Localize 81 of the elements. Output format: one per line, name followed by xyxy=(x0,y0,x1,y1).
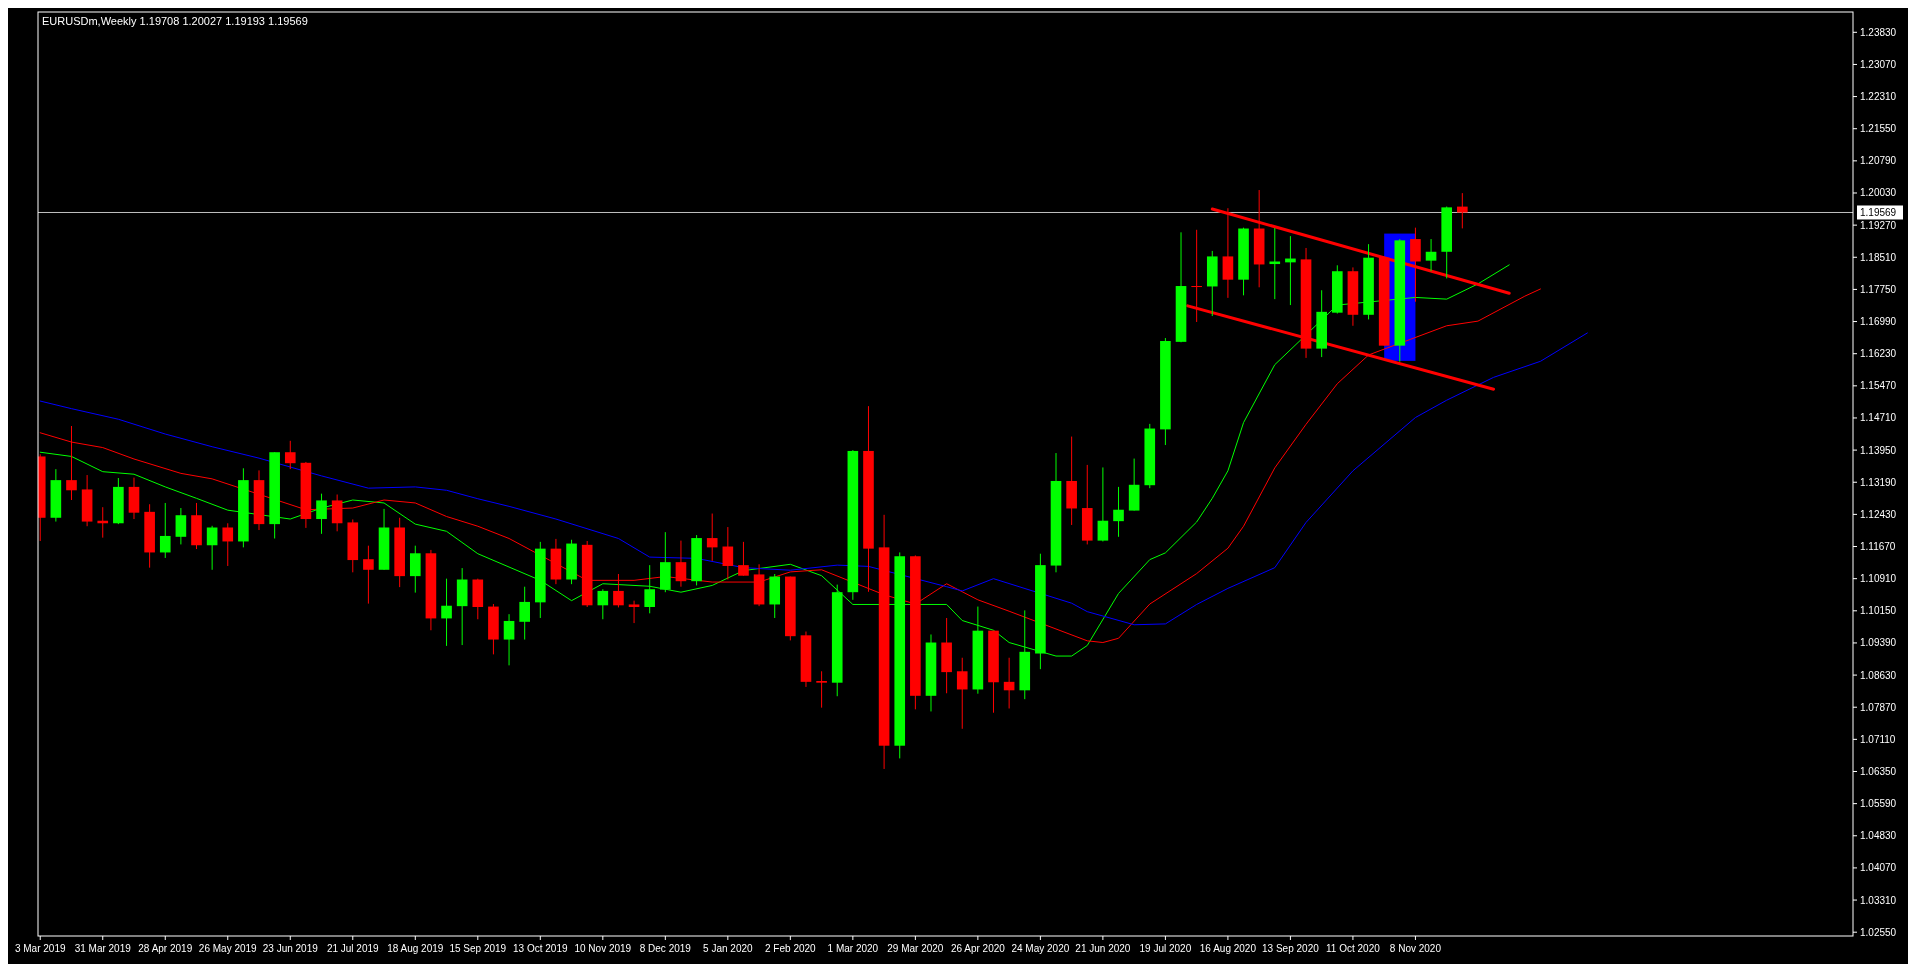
candlestick xyxy=(441,578,452,647)
y-tick-label: 1.07110 xyxy=(1860,733,1896,745)
y-tick-label: 1.10150 xyxy=(1860,605,1897,617)
x-tick-label: 13 Sep 2020 xyxy=(1262,943,1320,954)
x-tick-label: 24 May 2020 xyxy=(1011,943,1070,954)
x-tick-label: 19 Jul 2020 xyxy=(1139,943,1192,954)
candlestick xyxy=(597,588,609,620)
x-tick-label: 31 Mar 2019 xyxy=(74,943,132,954)
candlestick xyxy=(956,657,968,730)
candlestick xyxy=(331,494,343,532)
y-tick-label: 1.10910 xyxy=(1860,573,1897,585)
ref-line-label: 1.19569 xyxy=(1860,206,1897,218)
x-tick-label: 21 Jun 2020 xyxy=(1075,943,1131,954)
x-tick-label: 10 Nov 2019 xyxy=(574,943,632,954)
candlestick xyxy=(613,573,624,608)
y-tick-label: 1.04830 xyxy=(1860,830,1897,842)
x-tick-label: 13 Oct 2019 xyxy=(513,943,568,954)
candlestick xyxy=(363,545,374,605)
x-tick-label: 29 Mar 2020 xyxy=(887,943,944,954)
candlestick xyxy=(675,540,687,588)
y-tick-label: 1.09390 xyxy=(1860,637,1897,649)
y-tick-label: 1.13190 xyxy=(1860,476,1897,488)
candlestick xyxy=(409,545,421,594)
y-tick-label: 1.17750 xyxy=(1860,283,1897,295)
y-tick-label: 1.20030 xyxy=(1860,187,1897,199)
x-tick-label: 1 Mar 2020 xyxy=(827,943,879,954)
line-series xyxy=(39,332,1588,626)
y-tick-label: 1.11670 xyxy=(1860,541,1896,553)
y-tick-label: 1.06350 xyxy=(1860,766,1897,777)
y-tick-label: 1.13950 xyxy=(1860,444,1897,456)
x-tick-label: 5 Jan 2020 xyxy=(703,943,754,954)
candlestick xyxy=(1425,238,1437,272)
x-tick-label: 21 Jul 2019 xyxy=(326,943,380,954)
candlestick xyxy=(1097,466,1109,542)
y-tick-label: 1.03310 xyxy=(1860,894,1897,906)
y-tick-label: 1.15470 xyxy=(1860,380,1897,392)
x-tick-label: 8 Nov 2020 xyxy=(1389,943,1442,954)
y-tick-label: 1.19270 xyxy=(1860,219,1897,231)
candlestick xyxy=(503,613,515,666)
y-tick-label: 1.16230 xyxy=(1860,348,1897,360)
y-tick-label: 1.12430 xyxy=(1860,508,1897,520)
candlestick xyxy=(175,507,187,545)
y-tick-label: 1.22310 xyxy=(1860,91,1897,103)
x-tick-label: 18 Aug 2019 xyxy=(387,943,444,954)
candlestick xyxy=(816,670,827,709)
x-tick-label: 11 Oct 2020 xyxy=(1326,943,1381,954)
x-tick-label: 16 Aug 2020 xyxy=(1199,943,1257,954)
x-tick-label: 26 May 2019 xyxy=(198,943,258,954)
candlestick xyxy=(706,513,718,562)
x-tick-label: 26 Apr 2020 xyxy=(950,943,1006,954)
x-tick-label: 3 Mar 2019 xyxy=(14,943,66,954)
y-tick-label: 1.02550 xyxy=(1860,926,1897,938)
candlestick xyxy=(284,440,296,470)
candlestick xyxy=(628,600,640,624)
y-tick-label: 1.23070 xyxy=(1860,58,1897,70)
y-tick-label: 1.08630 xyxy=(1860,669,1897,681)
candlestick xyxy=(316,493,327,535)
chart-title: EURUSDm,Weekly 1.19708 1.20027 1.19193 1.19569 xyxy=(42,15,308,27)
y-tick-label: 1.18510 xyxy=(1860,251,1897,263)
candlestick xyxy=(66,425,77,501)
y-tick-label: 1.20790 xyxy=(1860,155,1897,167)
candlestick xyxy=(206,525,218,571)
y-tick-label: 1.07870 xyxy=(1860,701,1897,713)
y-tick-label: 1.23830 xyxy=(1860,26,1897,38)
candlestick xyxy=(644,564,656,614)
x-tick-label: 28 Apr 2019 xyxy=(138,943,193,954)
candlestick xyxy=(159,502,171,559)
x-tick-label: 8 Dec 2019 xyxy=(639,943,692,954)
x-tick-label: 15 Sep 2019 xyxy=(449,943,507,954)
candlestick xyxy=(1113,486,1124,538)
y-tick-label: 1.21550 xyxy=(1860,123,1897,135)
candlestick xyxy=(738,541,749,577)
y-tick-label: 1.04070 xyxy=(1860,862,1897,874)
x-tick-label: 2 Feb 2020 xyxy=(765,943,817,954)
candlestick xyxy=(519,586,530,641)
y-tick-label: 1.14710 xyxy=(1860,412,1897,424)
y-tick-label: 1.05590 xyxy=(1860,798,1897,810)
candlestick xyxy=(722,526,734,581)
y-tick-label: 1.16990 xyxy=(1860,316,1897,328)
candlestick xyxy=(222,522,234,567)
x-tick-label: 23 Jun 2019 xyxy=(262,943,319,954)
